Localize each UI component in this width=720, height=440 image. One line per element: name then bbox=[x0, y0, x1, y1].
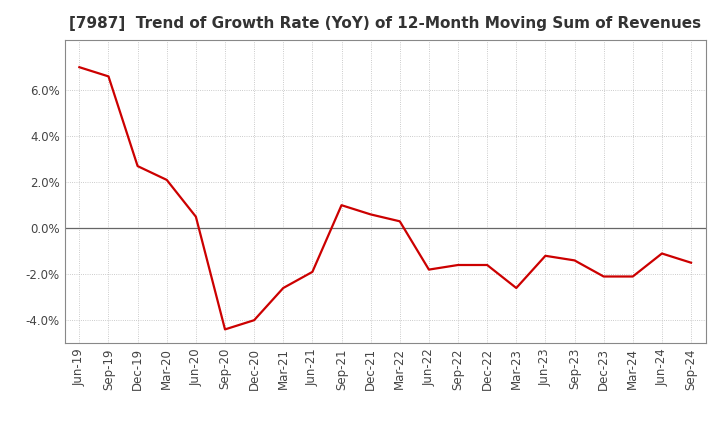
Title: [7987]  Trend of Growth Rate (YoY) of 12-Month Moving Sum of Revenues: [7987] Trend of Growth Rate (YoY) of 12-… bbox=[69, 16, 701, 32]
